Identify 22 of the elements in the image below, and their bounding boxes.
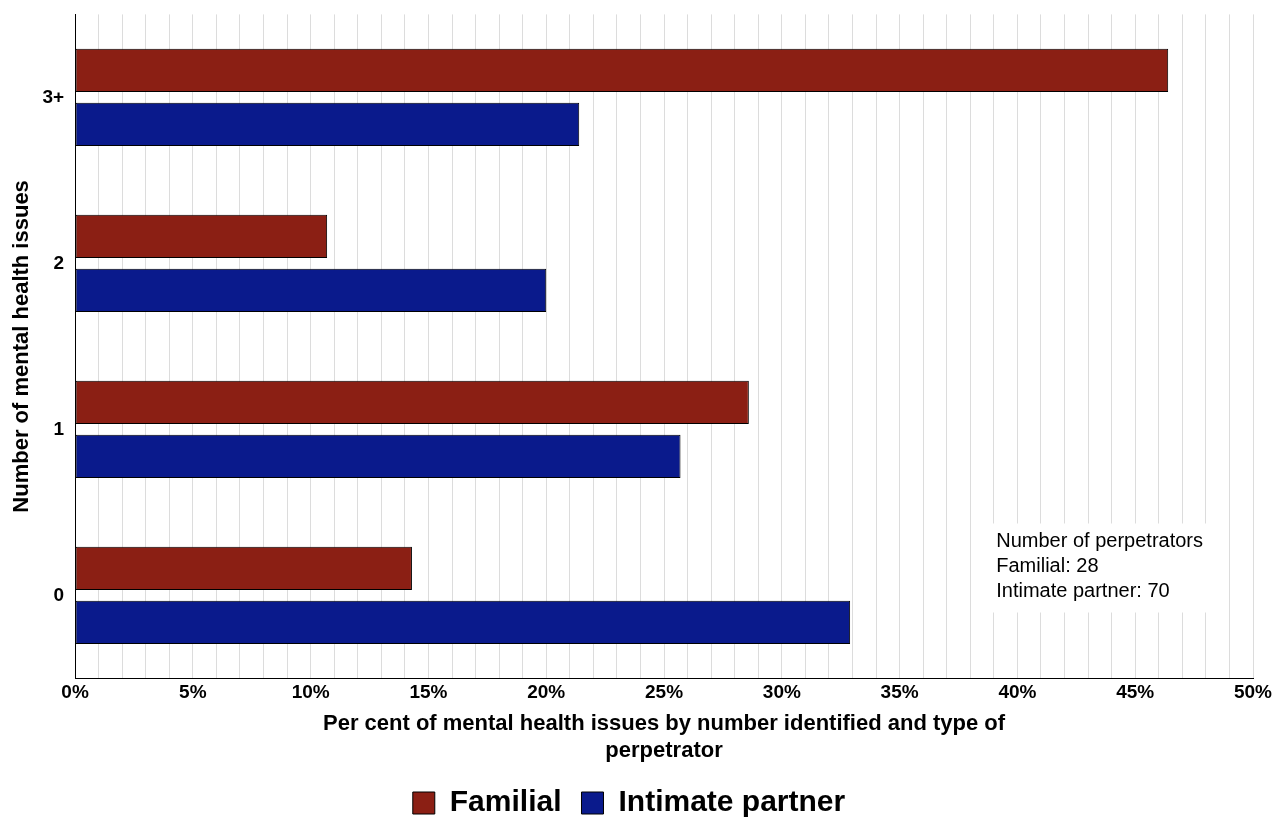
y-tick-label: 1 [53, 417, 65, 439]
legend-label: Intimate partner [618, 784, 846, 818]
x-tick-label: 35% [880, 681, 919, 703]
x-tick-label: 5% [179, 681, 207, 703]
legend-label: Familial [449, 784, 562, 818]
y-tick-label: 3+ [42, 85, 65, 107]
x-tick-label: 0% [61, 681, 89, 703]
x-tick-label: 20% [527, 681, 566, 703]
x-tick-label: 40% [998, 681, 1037, 703]
x-tick-label: 10% [291, 681, 330, 703]
annotation: Number of perpetrators [996, 528, 1204, 551]
x-axis-title: Per cent of mental health issues by number identified and type of perpetrator [322, 710, 1006, 762]
annotation: Familial: 28 [996, 553, 1099, 576]
x-tick-label: 30% [762, 681, 801, 703]
y-tick-label: 2 [53, 251, 65, 273]
y-axis-title: Number of mental health issues [8, 180, 34, 513]
x-tick-label: 15% [409, 681, 448, 703]
y-tick-label: 0 [53, 583, 65, 605]
annotation: Intimate partner: 70 [996, 578, 1170, 601]
x-tick-label: 25% [645, 681, 684, 703]
x-tick-label: 45% [1116, 681, 1155, 703]
x-tick-label: 50% [1233, 681, 1273, 703]
